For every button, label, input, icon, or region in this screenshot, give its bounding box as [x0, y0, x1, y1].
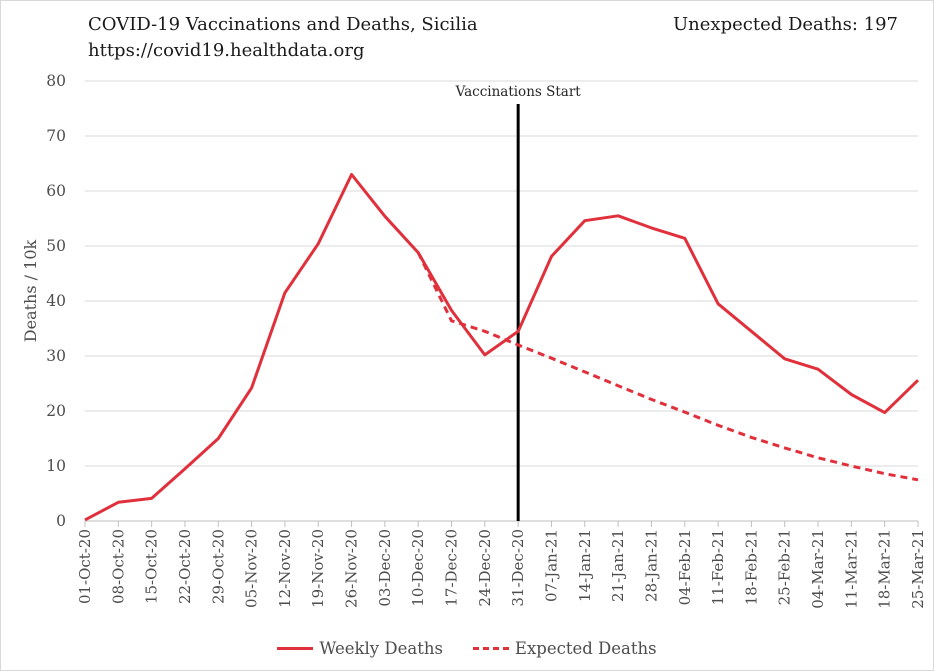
x-tick-label: 26-Nov-20	[343, 529, 361, 608]
x-tick-label: 08-Oct-20	[109, 529, 127, 604]
x-tick-label: 15-Oct-20	[143, 529, 161, 604]
legend-item-expected-deaths: Expected Deaths	[472, 638, 657, 658]
x-tick-label: 24-Dec-20	[476, 529, 494, 607]
legend: Weekly Deaths Expected Deaths	[0, 636, 934, 660]
chart-title-block: COVID-19 Vaccinations and Deaths, Sicili…	[88, 12, 478, 64]
y-tick-label-80: 80	[46, 72, 66, 90]
x-tick-label: 10-Dec-20	[409, 529, 427, 607]
vaccinations-start-label: Vaccinations Start	[455, 84, 582, 100]
x-tick-label: 04-Feb-21	[676, 529, 694, 605]
legend-label-weekly-deaths: Weekly Deaths	[319, 638, 443, 658]
x-tick-label: 17-Dec-20	[443, 529, 461, 607]
x-tick-label: 21-Jan-21	[609, 529, 627, 602]
y-tick-label-10: 10	[46, 457, 66, 475]
chart-source-url: https://covid19.healthdata.org	[88, 40, 365, 61]
y-axis-label: Deaths / 10k	[21, 240, 40, 343]
x-tick-label: 14-Jan-21	[576, 529, 594, 602]
y-tick-label-40: 40	[46, 292, 66, 310]
x-tick-label: 04-Mar-21	[809, 529, 827, 609]
x-tick-label: 25-Mar-21	[909, 529, 927, 609]
y-tick-label-30: 30	[46, 347, 66, 365]
y-tick-label-70: 70	[46, 127, 66, 145]
x-tick-label: 22-Oct-20	[176, 529, 194, 604]
legend-label-expected-deaths: Expected Deaths	[514, 638, 657, 658]
y-tick-label-0: 0	[56, 512, 66, 530]
x-tick-label: 28-Jan-21	[642, 529, 660, 602]
x-tick-label: 18-Feb-21	[742, 529, 760, 605]
x-tick-label: 11-Feb-21	[709, 529, 727, 605]
x-tick-label: 11-Mar-21	[842, 529, 860, 609]
x-tick-label: 03-Dec-20	[376, 529, 394, 607]
x-tick-label: 19-Nov-20	[309, 529, 327, 608]
x-tick-label: 31-Dec-20	[509, 529, 527, 607]
y-tick-label-20: 20	[46, 402, 66, 420]
x-tick-label: 29-Oct-20	[209, 529, 227, 604]
legend-swatch-solid	[277, 646, 314, 650]
x-tick-label: 12-Nov-20	[276, 529, 294, 608]
y-tick-label-50: 50	[46, 237, 66, 255]
x-tick-label: 25-Feb-21	[776, 529, 794, 605]
x-tick-label: 18-Mar-21	[876, 529, 894, 609]
chart-title: COVID-19 Vaccinations and Deaths, Sicili…	[88, 14, 478, 35]
expected-deaths-line	[416, 251, 919, 482]
x-tick-label: 01-Oct-20	[76, 529, 94, 604]
x-tick-label: 05-Nov-20	[243, 529, 261, 608]
unexpected-deaths-label: Unexpected Deaths: 197	[673, 14, 898, 35]
legend-swatch-dashed	[472, 646, 509, 650]
y-tick-label-60: 60	[46, 182, 66, 200]
legend-item-weekly-deaths: Weekly Deaths	[277, 639, 443, 658]
weekly-deaths-line	[84, 173, 920, 522]
x-tick-label: 07-Jan-21	[542, 529, 560, 602]
